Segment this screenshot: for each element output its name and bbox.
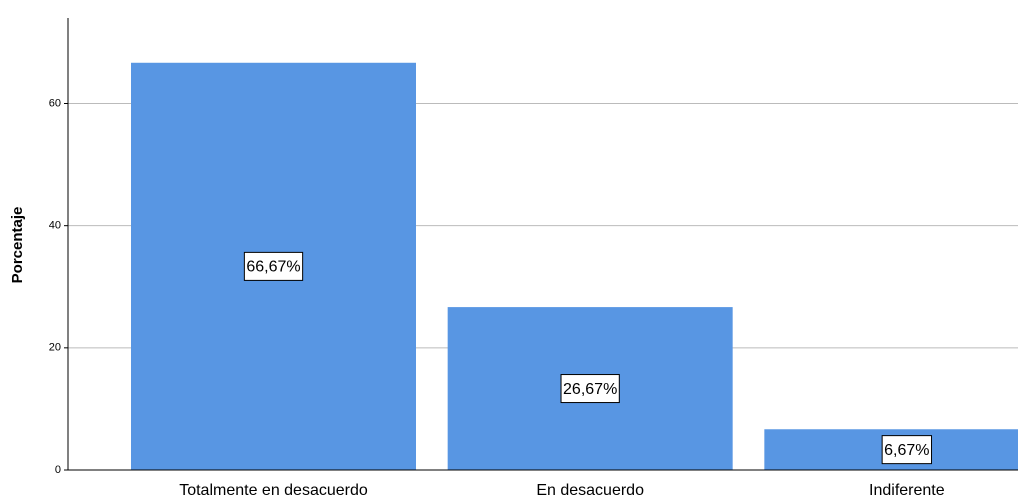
value-label: 66,67%	[246, 259, 300, 276]
value-label-box	[243, 251, 304, 281]
value-label: 26,67%	[563, 381, 617, 398]
y-tick-label: 0	[55, 464, 61, 476]
y-tick-label: 60	[49, 97, 61, 109]
y-tick-label: 40	[49, 220, 61, 232]
x-tick-label: Indiferente	[869, 482, 945, 498]
value-label-box	[881, 435, 933, 465]
value-label-box	[560, 374, 620, 404]
y-tick-label: 20	[49, 342, 61, 354]
value-label: 6,67%	[884, 442, 929, 459]
x-tick-label: Totalmente en desacuerdo	[179, 482, 368, 498]
y-axis-label: Porcentaje	[9, 207, 26, 284]
x-tick-label: En desacuerdo	[536, 482, 644, 498]
